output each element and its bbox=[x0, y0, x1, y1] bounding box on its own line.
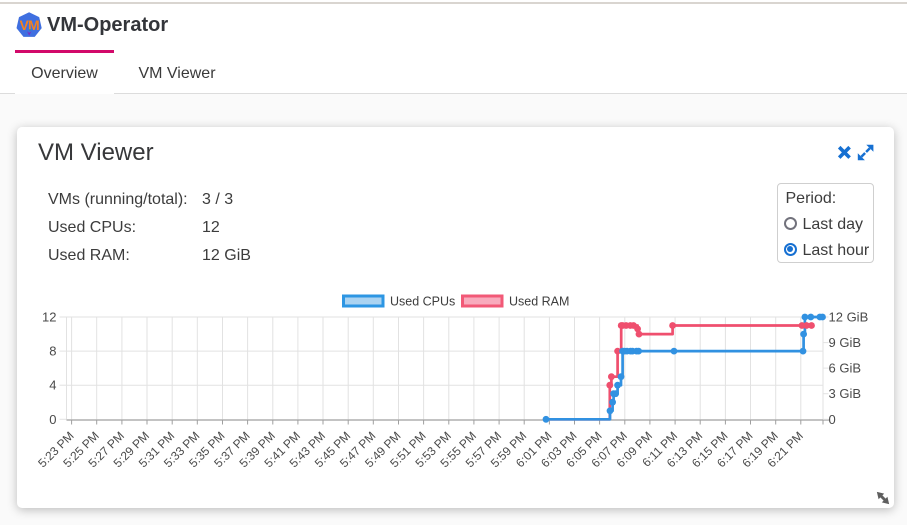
svg-text:0: 0 bbox=[829, 412, 836, 427]
svg-text:3 GiB: 3 GiB bbox=[829, 386, 862, 401]
svg-text:4: 4 bbox=[49, 378, 56, 393]
svg-text:8: 8 bbox=[49, 344, 56, 359]
svg-text:12 GiB: 12 GiB bbox=[829, 310, 869, 325]
svg-text:VM: VM bbox=[19, 17, 39, 33]
svg-text:9 GiB: 9 GiB bbox=[829, 335, 862, 350]
svg-text:Used RAM: Used RAM bbox=[509, 295, 569, 309]
svg-text:12: 12 bbox=[42, 310, 56, 325]
svg-text:Used CPUs: Used CPUs bbox=[390, 295, 455, 309]
svg-text:0: 0 bbox=[49, 412, 56, 427]
svg-text:6 GiB: 6 GiB bbox=[829, 361, 862, 376]
